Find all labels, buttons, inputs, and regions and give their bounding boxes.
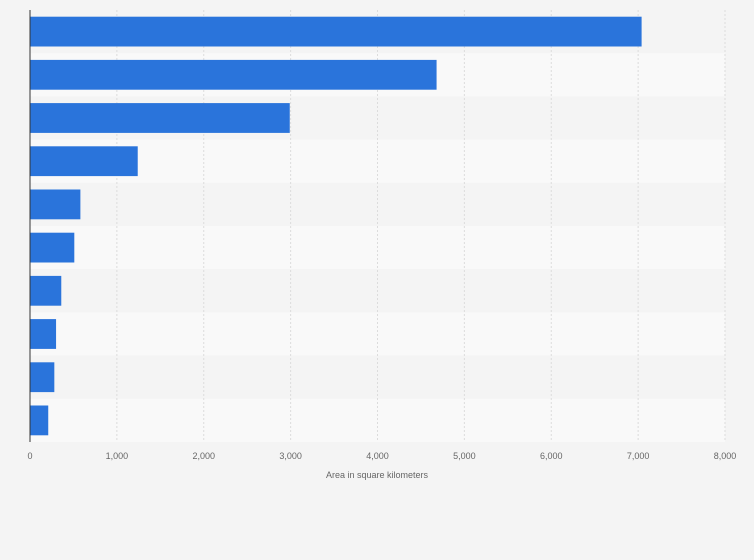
x-tick-label: 2,000 bbox=[192, 451, 215, 461]
bar[interactable] bbox=[30, 405, 49, 436]
x-tick-label: 1,000 bbox=[106, 451, 129, 461]
x-tick-label: 8,000 bbox=[714, 451, 737, 461]
x-axis-title: Area in square kilometers bbox=[326, 470, 429, 480]
bar[interactable] bbox=[30, 16, 642, 47]
bar[interactable] bbox=[30, 232, 75, 263]
bar[interactable] bbox=[30, 103, 290, 133]
x-tick-label: 6,000 bbox=[540, 451, 563, 461]
x-tick-labels: 0 1,000 2,000 3,000 4,000 5,000 6,000 7,000 8,00… bbox=[27, 451, 736, 461]
bar[interactable] bbox=[30, 275, 62, 306]
bars bbox=[30, 16, 642, 436]
x-tick-label: 5,000 bbox=[453, 451, 476, 461]
x-tick-label: 3,000 bbox=[279, 451, 302, 461]
bar[interactable] bbox=[30, 319, 57, 349]
x-tick-label: 7,000 bbox=[627, 451, 650, 461]
x-tick-label: 4,000 bbox=[366, 451, 389, 461]
bar[interactable] bbox=[30, 59, 437, 90]
bar[interactable] bbox=[30, 362, 55, 393]
bar[interactable] bbox=[30, 146, 138, 177]
x-tick-label: 0 bbox=[27, 451, 32, 461]
bar[interactable] bbox=[30, 189, 81, 220]
